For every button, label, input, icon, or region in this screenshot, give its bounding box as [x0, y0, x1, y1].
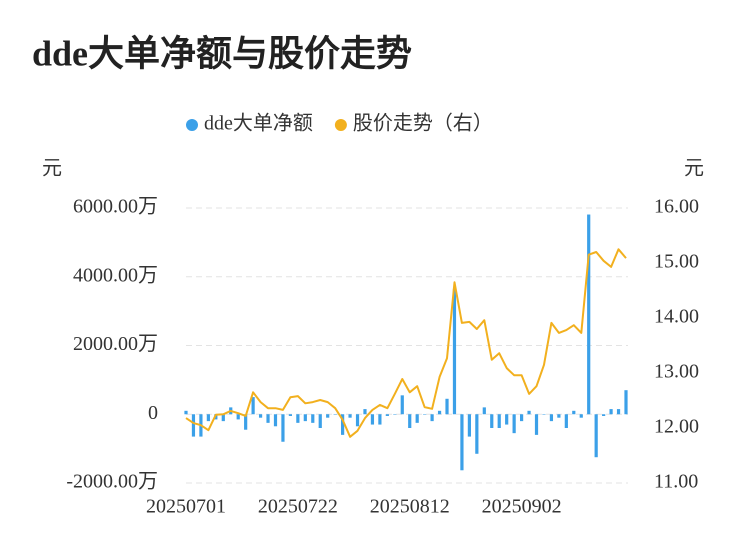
bar — [534, 414, 539, 435]
y-tick-label: 0 — [148, 402, 158, 424]
bar — [519, 414, 524, 422]
y-tick-label: 2000.00万 — [73, 333, 158, 355]
chart-title: dde大单净额与股价走势 — [32, 33, 412, 73]
bar — [273, 414, 278, 427]
legend-label: 股价走势（右） — [353, 112, 493, 135]
bar — [564, 414, 568, 428]
y-tick-label: 4000.00万 — [73, 264, 158, 286]
bar — [184, 410, 188, 415]
bar — [303, 414, 307, 422]
bar — [400, 395, 404, 415]
bar — [557, 414, 561, 418]
bar — [311, 414, 315, 423]
y2-tick-label: 12.00 — [654, 416, 699, 438]
bar — [616, 409, 621, 415]
x-tick-label: 20250902 — [482, 496, 562, 518]
bar — [206, 414, 210, 422]
bar — [236, 414, 240, 420]
bar — [527, 410, 531, 415]
bar — [370, 414, 375, 425]
bar — [221, 414, 225, 422]
price-line — [185, 248, 627, 438]
x-tick-label: 20250812 — [370, 496, 450, 518]
bar — [296, 414, 300, 423]
bar — [549, 414, 554, 422]
bar — [355, 414, 360, 427]
bar — [475, 414, 479, 454]
bar — [497, 414, 501, 428]
y-tick-label: -2000.00万 — [66, 471, 158, 493]
y-axis-label: 元 — [42, 158, 62, 180]
y2-axis-label: 元 — [684, 158, 704, 180]
bar — [288, 414, 293, 416]
bar — [258, 414, 263, 418]
bar — [505, 414, 509, 425]
bar — [333, 414, 337, 415]
bar — [490, 414, 494, 428]
bar — [341, 414, 345, 435]
bar — [437, 410, 442, 415]
legend-marker — [186, 119, 198, 131]
bar — [191, 414, 196, 437]
bar — [385, 414, 389, 416]
bar — [602, 414, 606, 416]
bar — [512, 414, 516, 434]
bar — [430, 414, 434, 422]
bar — [281, 414, 285, 442]
bar — [415, 414, 419, 423]
bar — [579, 414, 583, 418]
bar — [452, 288, 457, 415]
bar — [624, 390, 628, 415]
bar — [251, 397, 255, 415]
y-tick-label: 6000.00万 — [73, 196, 158, 218]
bar — [266, 414, 270, 423]
bar — [609, 409, 613, 415]
bar — [587, 214, 591, 415]
y2-tick-label: 16.00 — [654, 196, 699, 218]
y2-tick-label: 14.00 — [654, 306, 699, 328]
bar — [326, 414, 330, 418]
bar — [318, 414, 322, 428]
legend-marker — [334, 119, 347, 131]
bar — [393, 414, 397, 415]
y2-tick-label: 11.00 — [654, 471, 698, 493]
legend-label: dde大单净额 — [204, 112, 313, 135]
y2-tick-label: 15.00 — [654, 251, 699, 273]
bar — [482, 407, 486, 415]
bar — [460, 414, 464, 471]
bar — [348, 414, 352, 418]
bar — [445, 398, 449, 415]
bar — [572, 410, 576, 415]
bar — [408, 414, 412, 428]
bar — [363, 409, 367, 415]
y2-tick-label: 13.00 — [654, 361, 699, 383]
bar — [378, 414, 382, 425]
x-tick-label: 20250701 — [146, 496, 226, 518]
bar — [542, 414, 546, 415]
bar — [467, 414, 471, 437]
x-tick-label: 20250722 — [258, 496, 338, 518]
bar — [594, 414, 598, 458]
bar — [423, 414, 427, 415]
bar — [244, 414, 248, 430]
